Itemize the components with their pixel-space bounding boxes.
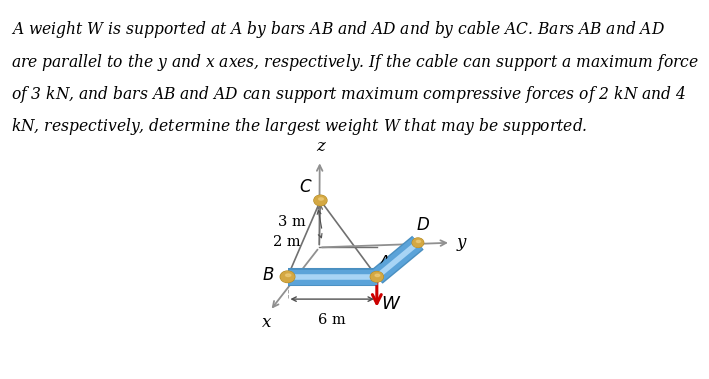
Ellipse shape <box>315 196 326 205</box>
Text: y: y <box>457 234 466 251</box>
Ellipse shape <box>413 238 423 247</box>
Text: 3 m: 3 m <box>278 215 306 229</box>
Ellipse shape <box>416 240 420 243</box>
Ellipse shape <box>371 272 383 282</box>
Text: of 3 kN, and bars $AB$ and $AD$ can support maximum compressive forces of 2 kN a: of 3 kN, and bars $AB$ and $AD$ can supp… <box>11 84 686 105</box>
Text: A weight $W$ is supported at $A$ by bars $AB$ and $AD$ and by cable $AC$. Bars $: A weight $W$ is supported at $A$ by bars… <box>11 19 665 40</box>
Text: $A$: $A$ <box>378 255 391 272</box>
Ellipse shape <box>280 271 295 282</box>
Text: $W$: $W$ <box>381 295 401 313</box>
Ellipse shape <box>314 195 327 205</box>
Text: x: x <box>262 315 271 331</box>
Ellipse shape <box>318 198 323 200</box>
Text: $D$: $D$ <box>415 217 430 234</box>
Text: $C$: $C$ <box>298 179 312 196</box>
Ellipse shape <box>375 274 380 277</box>
Ellipse shape <box>370 272 384 282</box>
Text: z: z <box>316 138 325 155</box>
Text: are parallel to the $y$ and $x$ axes, respectively. If the cable can support a m: are parallel to the $y$ and $x$ axes, re… <box>11 52 698 72</box>
Text: 6 m: 6 m <box>318 313 346 327</box>
Text: $B$: $B$ <box>262 267 274 284</box>
Ellipse shape <box>281 272 294 282</box>
Text: 2 m: 2 m <box>273 235 301 249</box>
Ellipse shape <box>412 238 424 247</box>
Ellipse shape <box>286 274 291 277</box>
Text: kN, respectively, determine the largest weight $W$ that may be supported.: kN, respectively, determine the largest … <box>11 116 587 137</box>
